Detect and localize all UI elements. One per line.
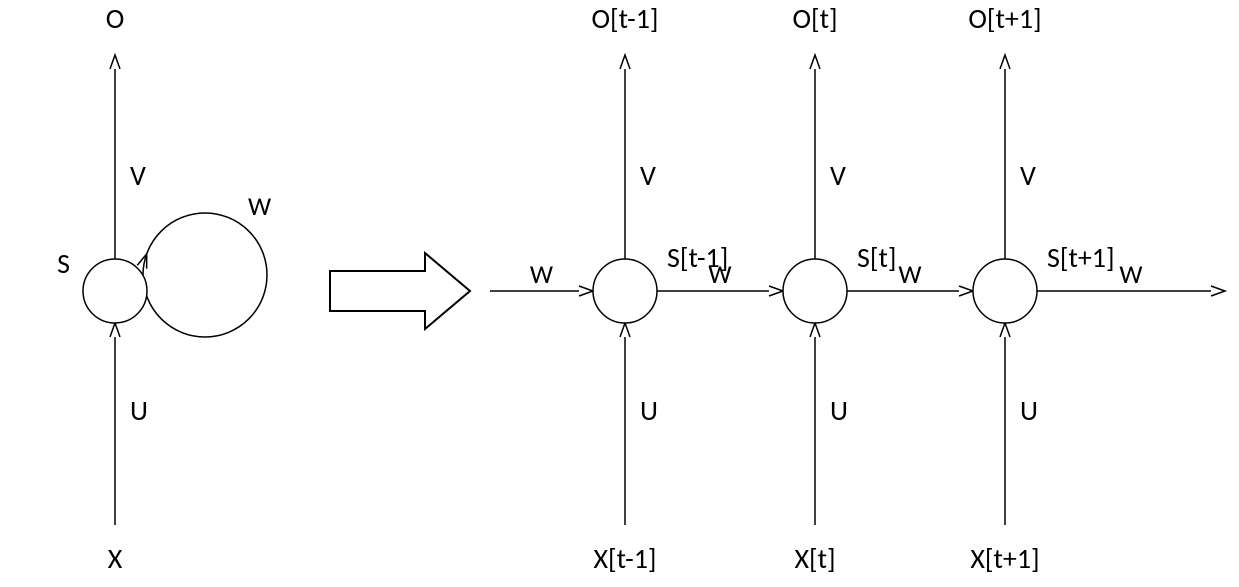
arrow-head [110, 55, 120, 69]
label-W: W [1119, 258, 1142, 290]
state-node [83, 259, 147, 323]
label-X: X[t+1] [970, 541, 1039, 576]
self-loop [143, 213, 267, 337]
label-U: U [1020, 393, 1038, 428]
output-arrow [1000, 55, 1010, 69]
input-arrow [1000, 323, 1010, 337]
output-arrow [110, 55, 120, 69]
recurrent-arrow [959, 286, 973, 296]
label-S: S [57, 246, 70, 281]
label-S: S[t-1] [667, 240, 728, 275]
arrow-head [810, 55, 820, 69]
recurrent-arrow [579, 286, 593, 296]
arrow-head [620, 55, 630, 69]
state-node [593, 259, 657, 323]
label-S: S[t+1] [1047, 240, 1115, 275]
label-W: W [898, 258, 921, 290]
state-node [783, 259, 847, 323]
recurrent-arrow [1211, 286, 1225, 296]
label-X: X [108, 541, 123, 576]
arrow-head [1211, 286, 1225, 296]
label-V: V [640, 158, 656, 193]
state-node [973, 259, 1037, 323]
label-V: V [1020, 158, 1036, 193]
label-V: V [830, 158, 846, 193]
label-U: U [130, 393, 148, 428]
label-V: V [130, 158, 146, 193]
label-U: U [640, 393, 658, 428]
input-arrow [110, 323, 120, 337]
label-W: W [248, 190, 271, 222]
rnn-folded [137, 213, 267, 337]
label-O: O [106, 1, 125, 36]
arrow-head [1000, 323, 1010, 337]
arrow-head [959, 286, 973, 296]
unfold-arrow [330, 253, 470, 329]
label-O: O[t-1] [592, 1, 659, 36]
label-X: X[t] [794, 541, 835, 576]
arrow-head [1000, 55, 1010, 69]
label-S: S[t] [857, 240, 896, 275]
input-arrow [620, 323, 630, 337]
arrow-head [110, 323, 120, 337]
arrow-head [620, 323, 630, 337]
arrow-head [579, 286, 593, 296]
output-arrow [810, 55, 820, 69]
label-W: W [530, 258, 553, 290]
arrow-head [810, 323, 820, 337]
arrow-head [769, 286, 783, 296]
label-O: O[t+1] [968, 1, 1041, 36]
label-X: X[t-1] [594, 541, 657, 576]
label-U: U [830, 393, 848, 428]
output-arrow [620, 55, 630, 69]
input-arrow [810, 323, 820, 337]
recurrent-arrow [769, 286, 783, 296]
label-O: O[t] [792, 1, 837, 36]
